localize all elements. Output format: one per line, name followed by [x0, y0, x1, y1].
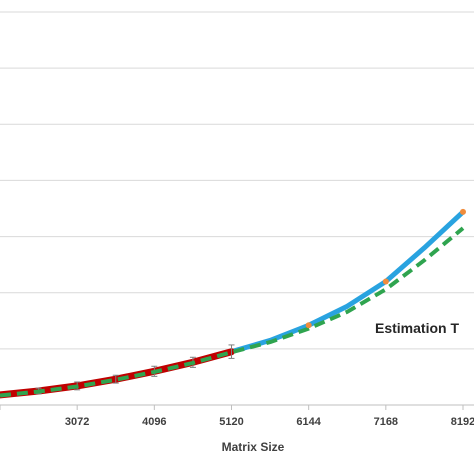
- x-tick-label-5120: 5120: [219, 416, 243, 428]
- series-estimation-line: [0, 226, 465, 398]
- error-bar-5120: [228, 344, 235, 359]
- data-point-8192: [460, 208, 466, 215]
- data-point-6144: [305, 322, 312, 329]
- x-tick-labels: 3072 4096 5120 6144 7168 8192: [0, 405, 474, 428]
- x-axis-title: Matrix Size: [222, 440, 285, 454]
- x-tick-label-7168: 7168: [374, 416, 398, 428]
- series-measured-line: [0, 348, 235, 399]
- x-tick-label-6144: 6144: [296, 416, 321, 428]
- data-point-7168: [382, 278, 389, 285]
- gridlines: [0, 11, 474, 350]
- x-tick-label-3072: 3072: [65, 416, 89, 428]
- estimation-annotation: Estimation T: [375, 320, 459, 336]
- series-layer: [0, 208, 466, 399]
- error-bar-3584: [112, 374, 119, 384]
- x-tick-label-8192: 8192: [451, 416, 474, 428]
- x-tick-label-4096: 4096: [142, 416, 166, 428]
